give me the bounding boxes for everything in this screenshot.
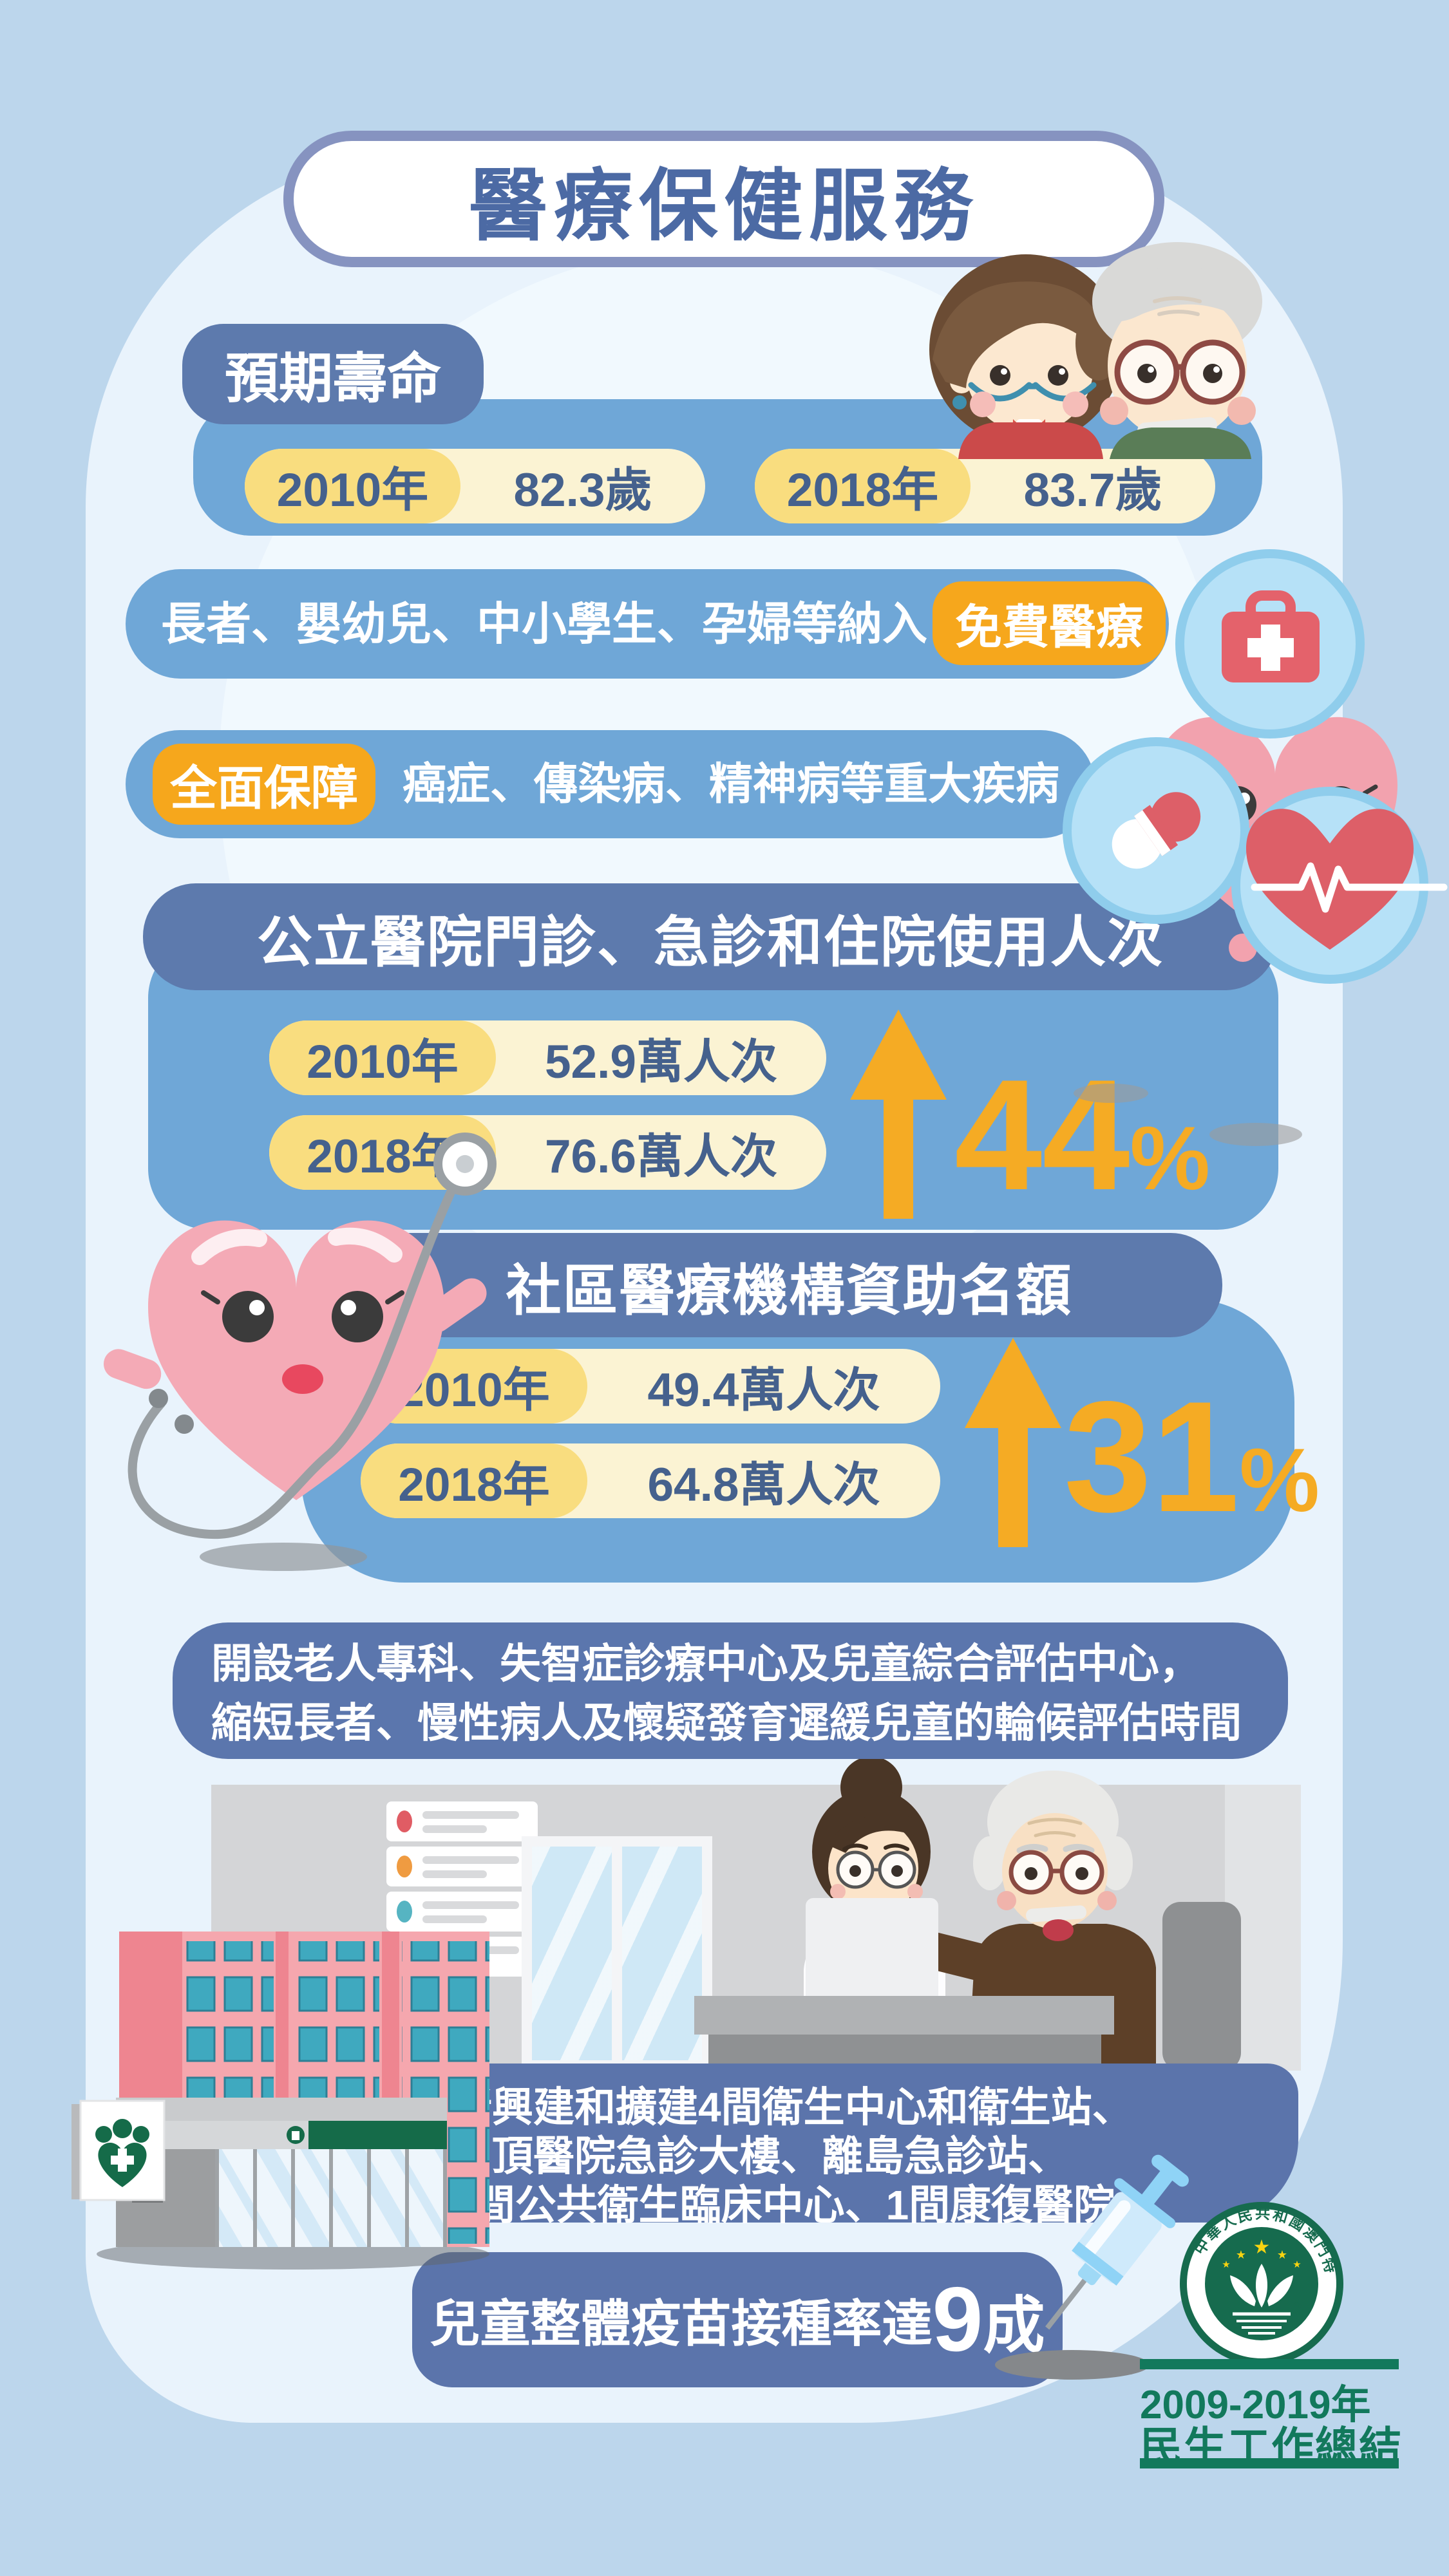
year-label: 2018年 [361, 1443, 587, 1518]
percent-sign: % [1130, 1107, 1210, 1208]
health-cross-signboard [71, 2100, 166, 2201]
increase-number: 31 [1064, 1368, 1240, 1545]
vaccination-number: 9 [932, 2268, 983, 2371]
svg-text:★: ★ [1222, 2259, 1230, 2270]
construction-line-1: 新興建和擴建4間衛生中心和衛生站、 [451, 2084, 1133, 2130]
life-expectancy-header: 預期壽命 [182, 324, 484, 424]
computer-monitor [806, 1898, 938, 2011]
hospital-usage-increase: 44 % [954, 1056, 1210, 1214]
year-label: 2010年 [269, 1020, 496, 1095]
year-label: 2018年 [755, 449, 971, 523]
health-center-front [116, 2098, 447, 2247]
increase-arrow-icon [850, 1010, 947, 1219]
community-clinic-body [301, 1299, 1294, 1583]
vaccination-rate-band: 兒童整體疫苗接種率達 9 成 [412, 2252, 1063, 2387]
paragraph-line-2: 縮短長者、慢性病人及懷疑發育遲緩兒童的輪候評估時間 [211, 1700, 1242, 1746]
free-medical-badge: 免費醫療 [933, 581, 1166, 665]
wall-chart-card [386, 1847, 538, 1886]
grandfather [1092, 242, 1262, 459]
heart-doctor-mascot [103, 1133, 497, 1571]
value-label: 76.6萬人次 [544, 1131, 778, 1183]
footer-period: 2009-2019年 [1140, 2383, 1371, 2427]
year-label: 2010年 [245, 449, 460, 523]
coverage-badge: 全面保障 [153, 744, 375, 825]
footer-divider [1140, 2359, 1399, 2369]
heart-mascot-with-bubbles [1063, 549, 1448, 1146]
percent-sign: % [1239, 1429, 1320, 1530]
footer-divider [1140, 2458, 1399, 2468]
shadow [1209, 1123, 1302, 1146]
elderly-services-paragraph: 開設老人專科、失智症診療中心及兒童綜合評估中心， 縮短長者、慢性病人及懷疑發育遲… [173, 1622, 1288, 1759]
vaccination-unit: 成 [983, 2291, 1045, 2360]
increase-arrow-icon [965, 1338, 1061, 1547]
syringe-icon [1045, 2154, 1189, 2330]
svg-text:★: ★ [1277, 2248, 1287, 2261]
value-label: 64.8萬人次 [647, 1459, 880, 1511]
life-expectancy-2018: 2018年 83.7歲 [755, 449, 1215, 523]
grandmother [929, 254, 1122, 459]
life-expectancy-2010: 2010年 82.3歲 [245, 449, 705, 523]
wall-chart-card [386, 1892, 538, 1932]
lotus-and-stars: ★ ★ ★ ★ ★ [1222, 2237, 1302, 2335]
syringe-shadow [995, 2350, 1150, 2380]
public-hospital-header: 公立醫院門診、急診和住院使用人次 [143, 883, 1278, 990]
page-title: 醫療保健服務 [283, 131, 1164, 267]
svg-text:★: ★ [1236, 2248, 1246, 2261]
community-clinic-header: 社區醫療機構資助名額 [356, 1233, 1222, 1337]
stethoscope [128, 1133, 497, 1539]
clinic-door [522, 1836, 712, 2071]
wall-chart-card [386, 1801, 538, 1841]
construction-line-3: 1間公共衛生臨床中心、1間康復醫院 [451, 2182, 1115, 2228]
construction-line-2: 山頂醫院急診大樓、離島急診站、 [451, 2133, 1069, 2179]
hospital-building-illustration [71, 1932, 489, 2270]
macau-sar-emblem: 中華人民共和國澳門特別行政區 MACAU ★ ★ ★ ★ ★ [1168, 2186, 1343, 2365]
reception-desk [694, 1996, 1114, 2035]
coverage-text: 癌症、傳染病、精神病等重大疾病 [402, 760, 1060, 809]
shadow [1074, 1084, 1148, 1103]
value-label: 52.9萬人次 [544, 1036, 778, 1088]
heartbeat-ecg-icon [1231, 787, 1448, 984]
svg-text:★: ★ [1253, 2237, 1271, 2258]
vaccination-text: 兒童整體疫苗接種率達 [430, 2295, 933, 2352]
value-label: 83.7歲 [1023, 464, 1162, 516]
paragraph-line-1: 開設老人專科、失智症診療中心及兒童綜合評估中心， [211, 1641, 1200, 1687]
shadow [200, 1543, 367, 1571]
value-label: 49.4萬人次 [647, 1364, 880, 1416]
chair [1162, 1902, 1241, 2071]
value-label: 82.3歲 [513, 464, 652, 516]
clinic-quota-increase: 31 % [1064, 1378, 1320, 1536]
capsule-pill-icon [1063, 737, 1249, 924]
clinic-quota-2018: 2018年 64.8萬人次 [361, 1443, 940, 1518]
elderly-couple-illustration [929, 242, 1262, 459]
hospital-usage-2010: 2010年 52.9萬人次 [269, 1020, 826, 1095]
clinic-quota-2010: 2010年 49.4萬人次 [361, 1349, 940, 1424]
first-aid-kit-icon [1175, 549, 1365, 738]
elderly-patient [882, 1771, 1241, 2071]
svg-text:★: ★ [1293, 2259, 1301, 2270]
increase-number: 44 [954, 1046, 1130, 1223]
